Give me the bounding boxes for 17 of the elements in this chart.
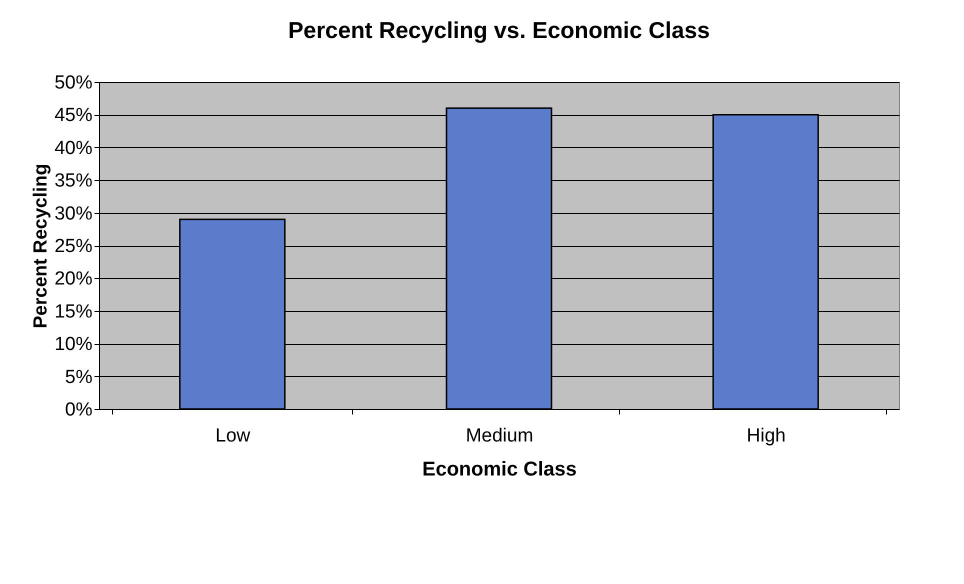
y-tick-label: 20%	[54, 268, 93, 290]
y-tick-label: 35%	[54, 170, 93, 192]
y-tick-label: 25%	[54, 236, 93, 257]
y-tick-label: 10%	[54, 334, 93, 356]
y-tick-label: 15%	[54, 301, 93, 322]
x-tick-label: Medium	[466, 426, 534, 446]
x-axis-title: Economic Class	[422, 458, 577, 480]
y-tick-label: 45%	[54, 105, 93, 126]
x-tick-label: Low	[215, 426, 251, 446]
y-tick-label: 40%	[54, 138, 93, 159]
x-tick-label: High	[746, 426, 786, 446]
chart-title: Percent Recycling vs. Economic Class	[288, 17, 710, 43]
y-axis-title: Percent Recycling	[30, 164, 52, 328]
y-tick-label: 50%	[54, 72, 93, 94]
y-tick-label: 0%	[65, 400, 93, 420]
y-tick-label: 30%	[54, 203, 93, 224]
y-tick-label: 5%	[65, 366, 93, 388]
